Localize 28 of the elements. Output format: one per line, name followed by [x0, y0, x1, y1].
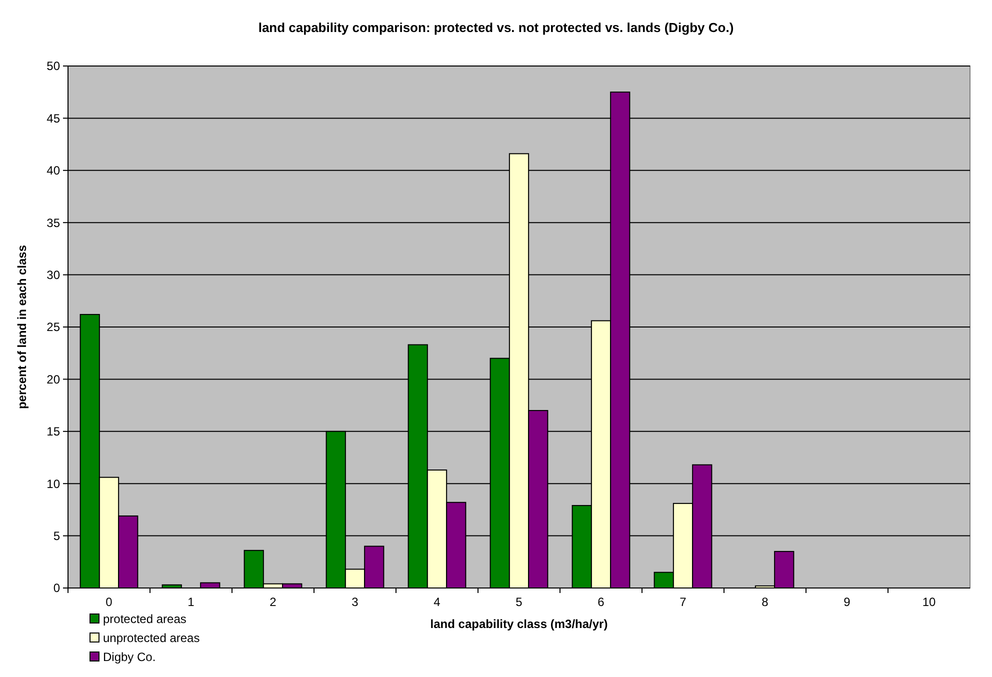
- x-tick-label: 10: [922, 595, 936, 609]
- y-tick-label: 30: [46, 268, 60, 282]
- x-tick-label: 3: [352, 595, 359, 609]
- y-tick-label: 35: [46, 216, 60, 230]
- x-tick-label: 0: [106, 595, 113, 609]
- x-tick-label: 8: [762, 595, 769, 609]
- y-tick-label: 15: [46, 424, 60, 439]
- chart-title: land capability comparison: protected vs. not protected vs. lands (Digby Co.): [258, 20, 734, 35]
- x-tick-label: 6: [598, 595, 605, 609]
- y-tick-label: 50: [46, 59, 60, 74]
- y-tick-label: 45: [46, 111, 60, 126]
- x-tick-label: 5: [516, 595, 523, 609]
- x-tick-label: 1: [188, 595, 195, 609]
- x-tick-label: 9: [844, 595, 851, 609]
- y-tick-label: 0: [53, 581, 60, 596]
- y-tick-label: 40: [46, 164, 60, 178]
- legend-label: protected areas: [103, 612, 186, 626]
- legend-label: unprotected areas: [103, 631, 200, 645]
- y-tick-label: 20: [46, 372, 60, 386]
- y-tick-label: 25: [46, 320, 60, 334]
- y-tick-label: 10: [46, 476, 60, 491]
- x-tick-label: 7: [680, 595, 687, 609]
- y-tick-label: 5: [53, 529, 60, 543]
- x-axis-title: land capability class (m3/ha/yr): [430, 617, 608, 631]
- x-tick-label: 4: [434, 595, 441, 609]
- y-axis-title: percent of land in each class: [15, 244, 29, 410]
- legend-label: Digby Co.: [103, 650, 156, 664]
- x-tick-label: 2: [270, 595, 277, 609]
